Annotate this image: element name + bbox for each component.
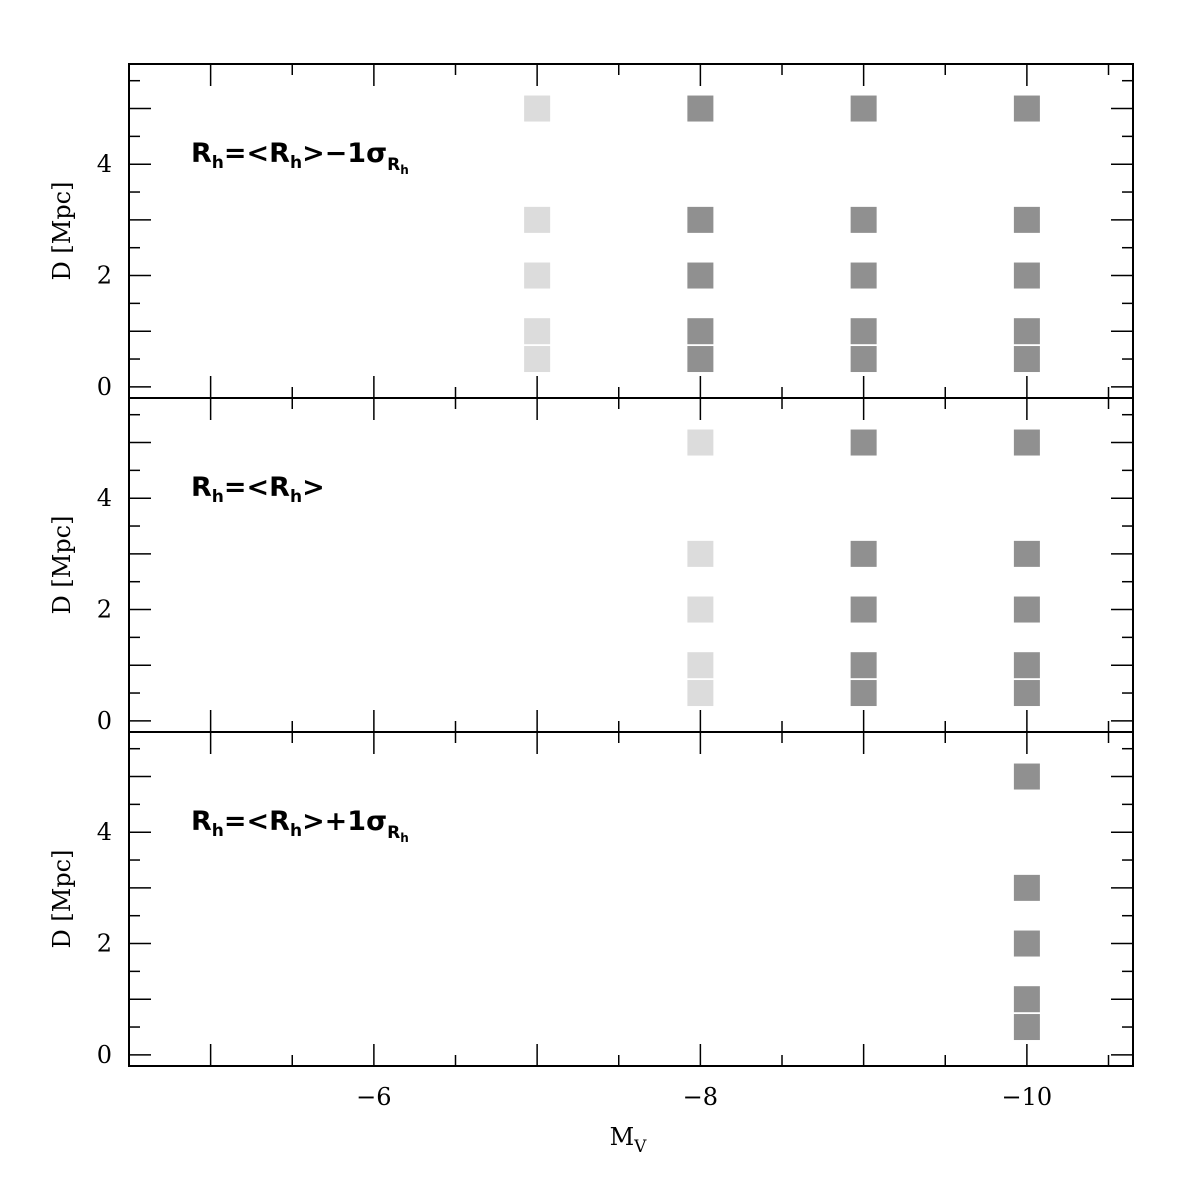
y-tick-label: 2 xyxy=(97,262,112,290)
y-tick-label: 0 xyxy=(97,373,112,401)
data-point-square xyxy=(687,206,714,233)
label-r-mean: R xyxy=(269,138,290,169)
data-point-square xyxy=(1013,986,1040,1013)
data-point-square xyxy=(1013,95,1040,122)
data-point-square xyxy=(524,95,551,122)
x-axis-title-main: M xyxy=(610,1123,635,1151)
y-tick-label: 2 xyxy=(97,930,112,958)
label-r-mean: R xyxy=(269,806,290,837)
data-point-square xyxy=(850,540,877,567)
label-equals: =< xyxy=(224,138,269,169)
label-sub-h: h xyxy=(212,153,224,173)
data-point-square xyxy=(850,206,877,233)
data-point-square xyxy=(850,346,877,373)
data-point-square xyxy=(1013,596,1040,623)
label-sub-h: h xyxy=(290,821,302,841)
y-tick-label: 4 xyxy=(97,484,112,512)
data-point-square xyxy=(1013,874,1040,901)
data-point-square xyxy=(1013,318,1040,345)
data-point-square xyxy=(687,652,714,679)
data-point-square xyxy=(687,95,714,122)
label-sub-h: h xyxy=(290,153,302,173)
data-point-square xyxy=(687,262,714,289)
label-equals: =< xyxy=(224,806,269,837)
label-sigma-subsub: h xyxy=(400,163,409,177)
data-point-square xyxy=(850,680,877,707)
label-r: R xyxy=(191,138,212,169)
data-point-square xyxy=(850,262,877,289)
y-axis-title: D [Mpc] xyxy=(48,182,76,281)
data-point-square xyxy=(687,596,714,623)
label-rest: >−1σ xyxy=(302,138,387,169)
y-axis-title: D [Mpc] xyxy=(48,850,76,949)
data-point-square xyxy=(850,95,877,122)
y-axis-title: D [Mpc] xyxy=(48,516,76,615)
y-tick-label: 2 xyxy=(97,596,112,624)
y-tick-label: 0 xyxy=(97,707,112,735)
x-axis-title: MV xyxy=(610,1123,648,1157)
x-axis-title-subscript: V xyxy=(633,1137,647,1157)
label-sub-h: h xyxy=(290,487,302,507)
y-tick-label: 0 xyxy=(97,1041,112,1069)
data-point-square xyxy=(1013,1014,1040,1041)
x-tick-label: −6 xyxy=(356,1083,391,1111)
label-sub-h: h xyxy=(212,821,224,841)
data-point-square xyxy=(1013,652,1040,679)
label-rest: >+1σ xyxy=(302,806,387,837)
data-point-square xyxy=(1013,206,1040,233)
data-point-square xyxy=(524,318,551,345)
label-r-mean: R xyxy=(269,472,290,503)
data-point-square xyxy=(1013,763,1040,790)
data-point-square xyxy=(1013,346,1040,373)
y-tick-label: 4 xyxy=(97,818,112,846)
data-point-square xyxy=(850,652,877,679)
data-point-square xyxy=(687,429,714,456)
data-point-square xyxy=(524,346,551,373)
x-axis: −6 −8 −10 xyxy=(356,1083,1052,1111)
data-point-square xyxy=(850,596,877,623)
panel-label: Rh=<Rh>−1σRh xyxy=(191,138,409,177)
panel-frame xyxy=(128,63,1134,399)
panel-label: Rh=<Rh> xyxy=(191,472,325,507)
label-equals: =< xyxy=(224,472,269,503)
label-r: R xyxy=(191,472,212,503)
label-sigma-sub: R xyxy=(387,823,400,843)
label-sigma-sub: R xyxy=(387,155,400,175)
label-sub-h: h xyxy=(212,487,224,507)
data-point-square xyxy=(687,318,714,345)
data-point-square xyxy=(1013,429,1040,456)
data-point-square xyxy=(850,429,877,456)
label-sigma-subsub: h xyxy=(400,831,409,845)
data-point-square xyxy=(524,206,551,233)
data-point-square xyxy=(1013,930,1040,957)
x-tick-label: −10 xyxy=(1002,1083,1053,1111)
data-point-square xyxy=(687,346,714,373)
label-r: R xyxy=(191,806,212,837)
y-tick-label: 4 xyxy=(97,150,112,178)
x-tick-label: −8 xyxy=(683,1083,718,1111)
data-point-square xyxy=(1013,680,1040,707)
data-point-square xyxy=(850,318,877,345)
panel-frame xyxy=(128,397,1134,733)
panel-frame xyxy=(128,731,1134,1067)
panel-label: Rh=<Rh>+1σRh xyxy=(191,806,409,845)
data-point-square xyxy=(687,540,714,567)
data-point-square xyxy=(687,680,714,707)
label-rest: > xyxy=(302,472,325,503)
data-point-square xyxy=(1013,540,1040,567)
data-point-square xyxy=(524,262,551,289)
data-point-square xyxy=(1013,262,1040,289)
